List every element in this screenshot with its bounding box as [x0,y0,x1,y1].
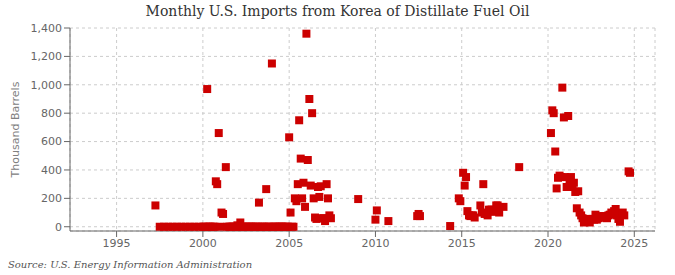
html-text:Source: U.S. Energy Informatio: Source: U.S. Energy Information Administ… [8,259,253,270]
svg-text:2025: 2025 [620,237,648,250]
svg-text:2000: 2000 [189,237,217,250]
svg-text:0: 0 [55,221,62,234]
svg-text:1,000: 1,000 [31,79,63,92]
html-text:Monthly U.S. Imports from Kore: Monthly U.S. Imports from Korea of Disti… [145,3,530,19]
svg-text:400: 400 [41,164,62,177]
svg-text:600: 600 [41,135,62,148]
svg-text:2010: 2010 [361,237,389,250]
svg-text:1995: 1995 [103,237,131,250]
svg-text:Thousand Barrels: Thousand Barrels [9,81,22,178]
svg-text:800: 800 [41,107,62,120]
svg-text:200: 200 [41,192,62,205]
svg-text:2020: 2020 [534,237,562,250]
svg-text:2015: 2015 [448,237,476,250]
svg-text:1,400: 1,400 [31,22,63,35]
svg-text:2005: 2005 [275,237,303,250]
svg-text:1,200: 1,200 [31,50,63,63]
